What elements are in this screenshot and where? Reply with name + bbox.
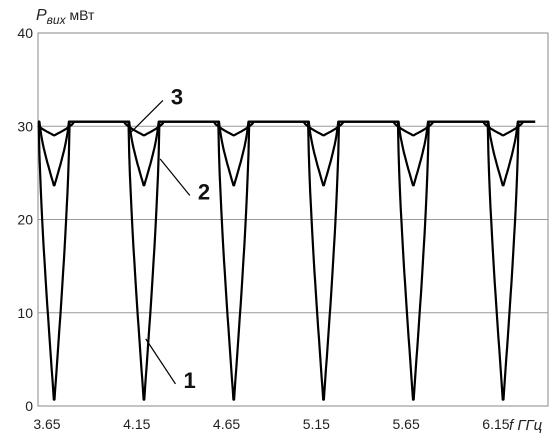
tick-labels: 0 10 20 30 40 3.65 4.15 4.65 5.15 5.65 6.15 xyxy=(17,25,509,432)
callout-leader-3 xyxy=(129,99,164,135)
y-axis-title-unit: мВт xyxy=(66,7,95,23)
x-tick-label-1: 4.15 xyxy=(123,416,150,432)
x-tick-label-3: 5.15 xyxy=(303,416,330,432)
x-tick-label-5: 6.15 xyxy=(482,416,509,432)
y-tick-label-4: 40 xyxy=(17,25,33,41)
callout-label-2: 2 xyxy=(198,180,210,205)
callout-label-1: 1 xyxy=(183,368,195,393)
y-tick-label-0: 0 xyxy=(25,398,33,414)
series-lines xyxy=(37,120,536,401)
grid-lines xyxy=(38,125,548,314)
x-tick-label-0: 3.65 xyxy=(33,416,60,432)
series-line-1 xyxy=(37,120,536,401)
plot-frame xyxy=(37,32,549,407)
y-axis-title-subscript: вих xyxy=(47,13,67,27)
y-tick-label-2: 20 xyxy=(17,212,33,228)
callout-label-3: 3 xyxy=(171,84,183,109)
callouts: 3 2 1 xyxy=(129,84,210,393)
x-axis-title: f ГГц xyxy=(509,417,543,434)
x-tick-label-2: 4.65 xyxy=(213,416,240,432)
y-axis-title: Pвих мВт xyxy=(36,7,95,27)
y-tick-label-3: 30 xyxy=(17,118,33,134)
y-axis-title-symbol: P xyxy=(36,7,47,24)
callout-leader-2 xyxy=(159,158,191,196)
series-line-3 xyxy=(37,120,536,137)
y-tick-label-1: 10 xyxy=(17,305,33,321)
x-tick-label-4: 5.65 xyxy=(393,416,420,432)
series-line-2 xyxy=(37,120,536,187)
callout-leader-1 xyxy=(145,338,176,385)
